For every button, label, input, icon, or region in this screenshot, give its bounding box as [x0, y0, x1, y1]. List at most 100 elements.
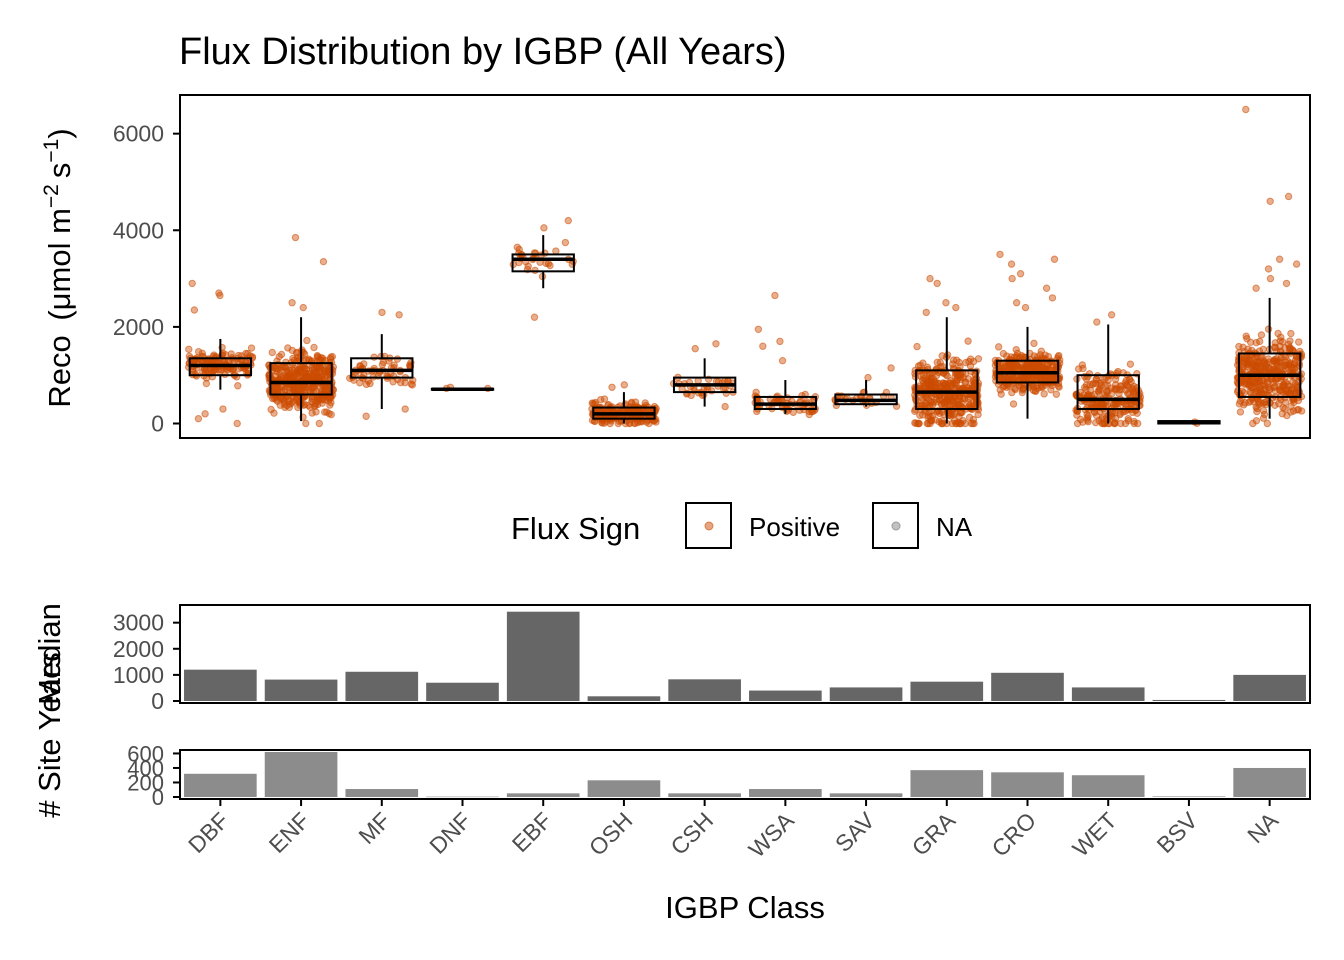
flux-point	[1052, 390, 1061, 398]
flux-point	[1111, 375, 1120, 384]
flux-point	[1044, 374, 1052, 382]
flux-point	[244, 349, 252, 358]
bar-BSV	[1152, 796, 1226, 797]
x-tick-label: ENF	[264, 807, 315, 858]
flux-outlier-point	[1021, 303, 1030, 312]
flux-outlier-point	[1264, 265, 1273, 273]
bar-GRA	[910, 681, 984, 701]
flux-point	[972, 399, 980, 407]
flux-outlier-point	[771, 291, 779, 300]
flux-outlier-point	[864, 373, 872, 382]
flux-point	[1290, 398, 1298, 407]
x-tick-label: DBF	[183, 807, 234, 858]
flux-outlier-point	[1275, 255, 1284, 263]
x-tick-label: NA	[1242, 807, 1283, 848]
flux-point	[317, 373, 325, 382]
flux-point	[279, 394, 287, 403]
flux-point	[1294, 338, 1303, 346]
flux-point	[1091, 418, 1100, 427]
bar-EBF	[506, 793, 580, 797]
flux-point	[198, 349, 207, 357]
flux-point	[194, 347, 203, 356]
flux-point	[969, 357, 978, 366]
flux-outlier-point	[219, 405, 227, 413]
bar-CSH	[668, 679, 741, 701]
flux-point	[1103, 381, 1111, 389]
flux-point	[1263, 419, 1272, 428]
flux-point	[1111, 414, 1120, 423]
flux-point	[939, 381, 948, 390]
flux-outlier-point	[319, 257, 328, 266]
flux-point	[1033, 364, 1041, 373]
flux-point	[916, 372, 925, 380]
flux-point	[1256, 365, 1265, 374]
bar-CSH	[668, 793, 741, 797]
flux-point	[1006, 360, 1015, 368]
flux-point	[356, 379, 364, 387]
flux-outlier-point	[759, 342, 767, 350]
x-tick-label: WET	[1067, 807, 1122, 862]
siteyears-y-axis-label: # Site Years	[32, 652, 67, 817]
flux-point	[1040, 390, 1048, 398]
flux-point	[935, 418, 943, 426]
flux-outlier-point	[1252, 284, 1260, 292]
flux-point	[1251, 353, 1259, 362]
legend-label-na: NA	[936, 512, 973, 542]
flux-outlier-point	[530, 313, 539, 321]
flux-point	[919, 359, 927, 367]
flux-point	[1105, 419, 1113, 428]
median-bars	[184, 611, 1306, 701]
flux-outlier-point	[288, 299, 296, 307]
flux-point	[938, 352, 946, 360]
flux-point	[922, 383, 930, 391]
flux-point	[308, 409, 316, 417]
flux-point	[283, 401, 291, 410]
flux-outlier-point	[922, 308, 930, 317]
flux-point	[1252, 361, 1261, 369]
flux-point	[924, 419, 933, 428]
flux-outlier-point	[1048, 294, 1057, 302]
flux-point	[1100, 375, 1108, 383]
flux-outlier-point	[188, 279, 196, 288]
bar-SAV	[829, 687, 903, 701]
flux-point	[189, 355, 198, 364]
flux-point	[1089, 404, 1098, 412]
flux-point	[1257, 353, 1265, 361]
flux-point	[1264, 355, 1273, 363]
flux-point	[544, 259, 553, 268]
flux-point	[965, 413, 974, 422]
flux-point	[366, 379, 374, 388]
flux-point	[268, 348, 276, 357]
bar-CRO	[991, 672, 1064, 701]
bar-y-tick-label: 3000	[113, 610, 164, 636]
x-tick-label: GRA	[907, 807, 961, 861]
boxplot-y-tick-label: 2000	[113, 314, 164, 340]
bar-BSV	[1152, 699, 1226, 701]
flux-outlier-point	[378, 308, 386, 317]
flux-outlier-point	[564, 216, 572, 225]
flux-point	[302, 419, 310, 428]
flux-point	[1264, 325, 1273, 333]
flux-point	[303, 336, 311, 345]
x-tick-label: OSH	[584, 807, 638, 861]
bar-DNF	[426, 796, 499, 798]
flux-outlier-point	[194, 414, 203, 423]
flux-outlier-point	[1093, 318, 1101, 326]
flux-point	[247, 344, 256, 352]
flux-point	[627, 399, 636, 407]
flux-point	[1281, 344, 1289, 352]
flux-point	[1030, 339, 1038, 348]
flux-point	[310, 402, 319, 411]
flux-point	[924, 414, 932, 422]
flux-point	[320, 408, 329, 416]
bar-WET	[1071, 775, 1145, 797]
flux-point	[994, 343, 1003, 351]
flux-point	[281, 385, 289, 394]
siteyears-panel-border	[179, 749, 1311, 800]
flux-outlier-point	[754, 325, 763, 334]
x-tick-label: BSV	[1152, 807, 1203, 858]
flux-point	[515, 249, 523, 258]
x-tick-label: MF	[353, 807, 395, 849]
